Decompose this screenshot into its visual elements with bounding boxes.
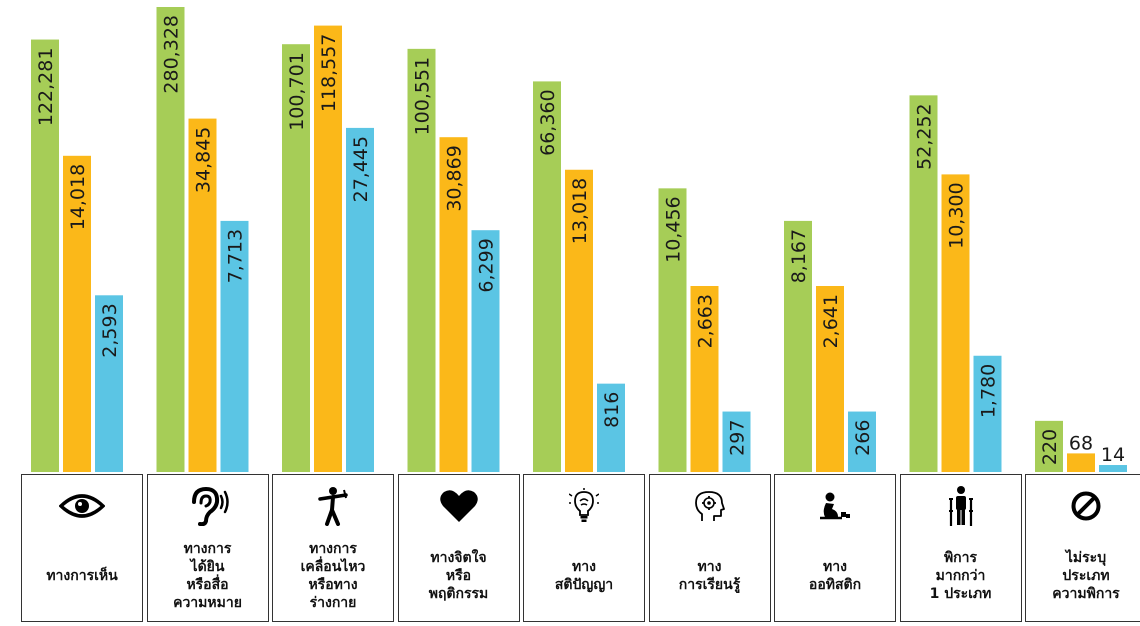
bar (471, 230, 500, 472)
bar-value-label: 297 (727, 420, 749, 456)
bar (690, 286, 719, 472)
bar-value-label: 280,328 (161, 15, 183, 94)
bar-value-label: 1,780 (978, 364, 1000, 418)
bar-value-label: 2,593 (99, 303, 121, 357)
category-box: ทางการเห็น (21, 474, 143, 622)
bar-value-label: 816 (601, 392, 623, 428)
bar (346, 127, 374, 473)
category-box: พิการ มากกว่า 1 ประเภท (899, 474, 1022, 622)
mobility-figure-icon (316, 475, 350, 537)
category-label: พิการ มากกว่า 1 ประเภท (929, 550, 992, 602)
prohibited-icon (1070, 475, 1102, 537)
bar (156, 7, 185, 472)
crutches-figure-icon (946, 475, 976, 537)
bar (439, 137, 468, 472)
bar (63, 155, 91, 473)
category-box: ไม่ระบุ ประเภท ความพิการ (1025, 474, 1140, 622)
bar-value-label: 14 (1101, 444, 1125, 466)
bar (941, 174, 970, 472)
bar (784, 220, 812, 472)
bar-value-label: 7,713 (225, 229, 247, 283)
bar-value-label: 122,281 (35, 48, 57, 127)
bar-value-label: 34,845 (193, 127, 215, 193)
category-box: ทาง การเรียนรู้ (648, 474, 771, 622)
category-box: ทางการ เคลื่อนไหว หรือทาง ร่างกาย (272, 474, 394, 622)
category-label: ทาง ออทิสติก (808, 559, 862, 593)
category-label: ทางการเห็น (46, 568, 118, 584)
bar (848, 411, 876, 472)
heart-icon (439, 475, 479, 537)
bar (95, 295, 123, 472)
bar-value-label: 52,252 (914, 103, 936, 169)
bar-value-label: 14,018 (67, 164, 89, 230)
bar-value-label: 220 (1039, 429, 1061, 465)
category-label: ทางจิตใจ หรือ พฤติกรรม (428, 550, 489, 602)
bar-value-label: 100,551 (412, 57, 434, 136)
bar-value-label: 27,445 (350, 136, 372, 202)
bar (220, 220, 249, 472)
bar (407, 48, 436, 472)
bar-value-label: 8,167 (788, 229, 810, 283)
category-box: ทาง สติปัญญา (523, 474, 645, 622)
bar-value-label: 10,300 (946, 182, 968, 248)
learning-head-icon (694, 475, 726, 537)
bar-value-label: 10,456 (663, 196, 685, 262)
bar (597, 383, 625, 472)
bar (533, 81, 561, 473)
category-label: ทาง การเรียนรู้ (678, 559, 741, 593)
bar-value-label: 2,641 (820, 294, 842, 348)
autism-figure-icon (818, 475, 852, 537)
bar (1099, 465, 1127, 472)
bar-value-label: 118,557 (318, 34, 340, 113)
category-label: ทางการ ได้ยิน หรือสื่อ ความหมาย (173, 541, 242, 611)
bar (188, 118, 217, 472)
bar-value-label: 6,299 (476, 238, 498, 292)
bar-value-label: 66,360 (537, 89, 559, 155)
bar (282, 44, 310, 472)
category-label: ไม่ระบุ ประเภท ความพิการ (1052, 550, 1120, 602)
bar-value-label: 266 (852, 420, 874, 456)
bar (1035, 420, 1063, 472)
bar (973, 355, 1002, 472)
bar (31, 39, 59, 473)
category-label: ทางการ เคลื่อนไหว หรือทาง ร่างกาย (300, 541, 366, 611)
bar (565, 169, 593, 472)
category-label: ทาง สติปัญญา (554, 559, 614, 593)
bar (1067, 453, 1095, 472)
bar-value-label: 68 (1069, 432, 1093, 454)
bar (314, 25, 342, 472)
lightbulb-brain-icon (569, 475, 599, 537)
category-box: ทาง ออทิสติก (774, 474, 896, 622)
category-box: ทางจิตใจ หรือ พฤติกรรม (397, 474, 520, 622)
bar (658, 188, 687, 472)
ear-icon (186, 475, 230, 537)
bar-value-label: 13,018 (569, 178, 591, 244)
bar (722, 411, 751, 472)
category-box: ทางการ ได้ยิน หรือสื่อ ความหมาย (146, 474, 269, 622)
bar-value-label: 2,663 (695, 294, 717, 348)
bar-value-label: 30,869 (444, 145, 466, 211)
bar (909, 95, 938, 472)
bar-value-label: 100,701 (286, 52, 308, 131)
eye-icon (59, 475, 105, 537)
bar (816, 286, 844, 472)
